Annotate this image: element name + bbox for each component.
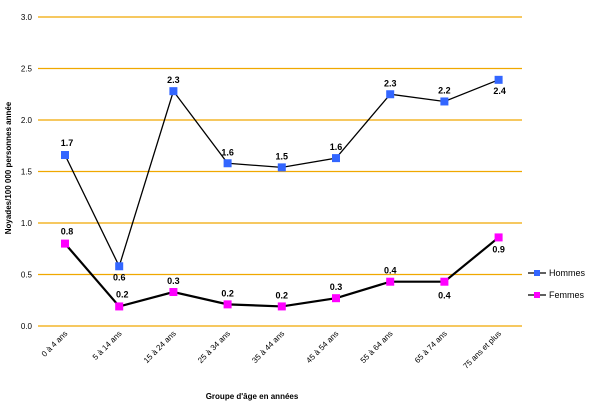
- data-label: 0.8: [61, 227, 74, 237]
- x-tick-label: 75 ans et plus: [461, 329, 503, 371]
- x-tick-label: 65 à 74 ans: [413, 329, 449, 365]
- data-point: [115, 262, 124, 271]
- data-label: 0.4: [384, 266, 397, 276]
- legend: Hommes Femmes: [528, 268, 586, 300]
- legend-marker: [534, 270, 540, 276]
- data-label: 1.6: [221, 147, 234, 157]
- data-point: [386, 90, 395, 99]
- legend-item-femmes: Femmes: [528, 290, 585, 300]
- data-label: 1.5: [276, 151, 289, 161]
- y-tick-label: 1.5: [21, 168, 33, 177]
- y-tick-label: 3.0: [21, 13, 33, 22]
- gridlines: [38, 16, 522, 327]
- y-tick-label: 0.5: [21, 271, 33, 280]
- legend-label: Hommes: [549, 268, 586, 278]
- data-label: 1.7: [61, 138, 74, 148]
- data-label: 0.2: [276, 290, 289, 300]
- y-axis-ticks: 0.0 0.5 1.0 1.5 2.0 2.5 3.0: [21, 13, 33, 331]
- data-point: [61, 239, 69, 248]
- data-point: [494, 75, 503, 84]
- data-point: [332, 294, 340, 303]
- data-label: 1.6: [330, 142, 343, 152]
- data-point: [440, 277, 449, 286]
- legend-marker: [534, 292, 540, 298]
- data-label: 0.6: [113, 272, 126, 282]
- data-label: 0.2: [221, 288, 234, 298]
- data-label: 0.3: [330, 282, 343, 292]
- x-axis-title: Groupe d'âge en années: [206, 392, 299, 401]
- x-axis-ticks: 0 à 4 ans 5 à 14 ans 15 à 24 ans 25 à 34 an…: [40, 329, 503, 371]
- data-label: 2.2: [438, 85, 451, 95]
- data-point: [61, 151, 69, 160]
- x-tick-label: 45 à 54 ans: [304, 329, 340, 365]
- legend-label: Femmes: [549, 290, 585, 300]
- series-hommes: 1.7 0.6 2.3 1.6 1.5 1.6 2.3 2.2 2.4: [61, 75, 506, 282]
- data-label: 0.2: [116, 289, 129, 299]
- legend-item-hommes: Hommes: [528, 268, 586, 278]
- data-label: 2.4: [493, 86, 506, 96]
- series-femmes: 0.8 0.2 0.3 0.2 0.2 0.3 0.4 0.4 0.9: [61, 227, 505, 311]
- y-tick-label: 2.5: [21, 65, 33, 74]
- data-point: [386, 277, 395, 286]
- series-group: 1.70.62.31.6 1.51.62.32.2 2.40.80.20.30.2 0…: [61, 75, 506, 311]
- series-line: [64, 79, 499, 269]
- data-label: 0.3: [167, 276, 180, 286]
- data-label: 0.4: [438, 291, 451, 301]
- data-point: [169, 288, 178, 297]
- data-point: [277, 163, 286, 172]
- x-tick-label: 55 à 64 ans: [359, 329, 395, 365]
- data-point: [494, 233, 503, 242]
- x-tick-label: 35 à 44 ans: [250, 329, 286, 365]
- x-tick-label: 25 à 34 ans: [196, 329, 232, 365]
- data-point: [440, 97, 449, 106]
- data-point: [277, 302, 286, 311]
- data-label: 2.3: [384, 78, 397, 88]
- data-point: [169, 87, 178, 96]
- x-tick-label: 5 à 14 ans: [91, 329, 124, 362]
- x-tick-label: 15 à 24 ans: [142, 329, 178, 365]
- y-tick-label: 1.0: [21, 219, 33, 228]
- x-tick-label: 0 à 4 ans: [40, 329, 70, 359]
- y-axis-title: Noyades/100 000 personnes année: [4, 101, 13, 234]
- data-point: [332, 154, 340, 163]
- data-label: 0.9: [492, 244, 505, 254]
- y-tick-label: 2.0: [21, 116, 33, 125]
- data-point: [115, 302, 124, 311]
- data-point: [223, 300, 232, 309]
- data-label: 2.3: [167, 75, 180, 85]
- data-point: [223, 159, 232, 168]
- y-tick-label: 0.0: [21, 322, 33, 331]
